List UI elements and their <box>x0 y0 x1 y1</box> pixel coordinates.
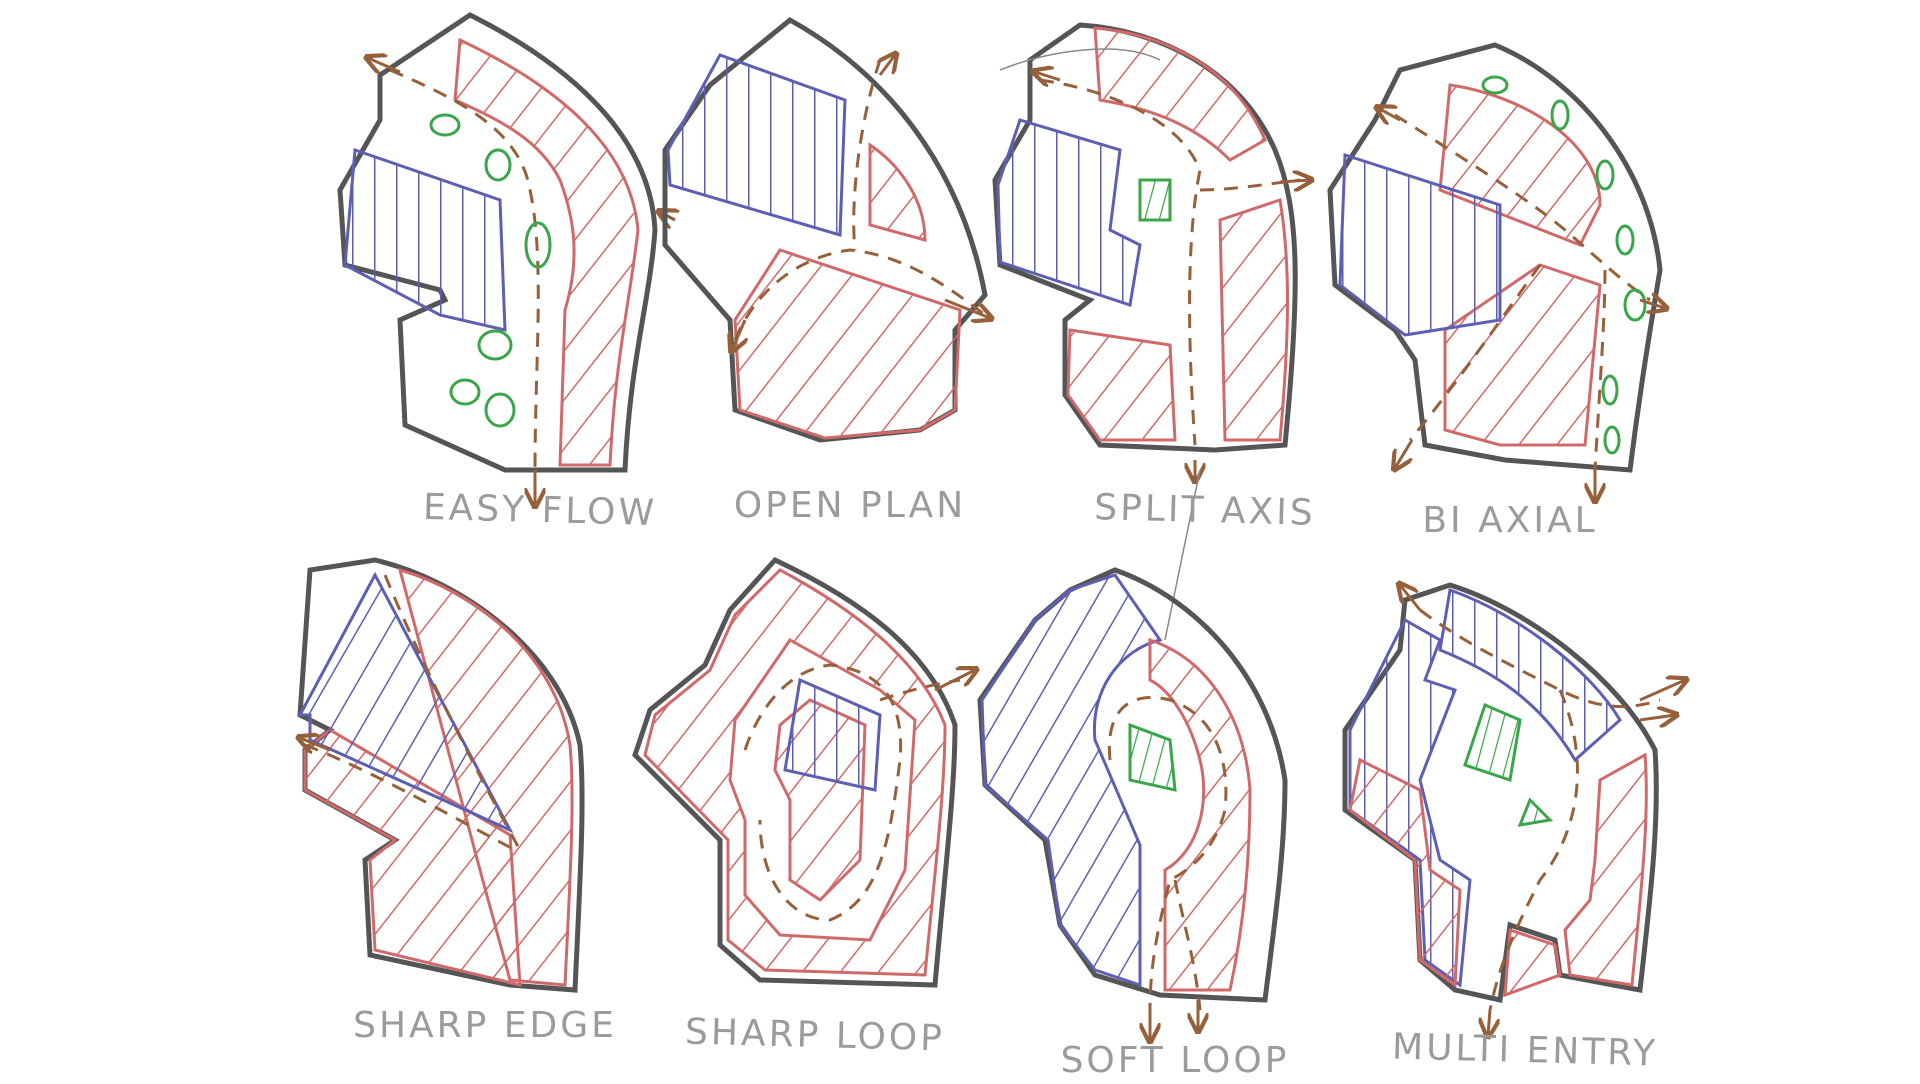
flow-path <box>389 68 540 471</box>
entry-arrow <box>944 298 990 318</box>
entry-arrow <box>1378 108 1401 120</box>
entry-arrow <box>368 58 401 72</box>
red-zone <box>1148 637 1252 992</box>
entry-arrow <box>1639 715 1675 720</box>
red-zone <box>1348 757 1462 988</box>
flow-path <box>733 248 986 341</box>
caption-open-plan: OPEN PLAN <box>733 485 967 526</box>
blue-zone <box>666 53 847 237</box>
caption-bi-axial: BI AXIAL <box>1422 500 1598 541</box>
green-tree <box>484 392 516 428</box>
entry-arrow <box>1488 1009 1490 1035</box>
red-zone <box>868 142 927 242</box>
diagram-split-axis <box>992 22 1310 641</box>
flow-path <box>304 743 516 852</box>
flow-path <box>1488 689 1579 1011</box>
blue-zone <box>343 147 507 332</box>
diagram-sharp-edge <box>297 557 585 993</box>
caption-multi-entry: MULTI ENTRY <box>1391 1026 1659 1075</box>
entry-arrow <box>1639 300 1665 308</box>
site-outline <box>337 12 658 473</box>
green-tree <box>1550 99 1570 131</box>
green-tree <box>1603 425 1621 455</box>
flow-path <box>743 663 903 922</box>
red-zone <box>1218 198 1289 442</box>
flow-path <box>1107 696 1228 1011</box>
diagram-soft-loop <box>977 567 1288 1040</box>
red-zone <box>1066 328 1177 442</box>
entry-arrow <box>880 55 895 76</box>
flow-path <box>1408 264 1542 441</box>
pencil-mark <box>999 48 1161 71</box>
green-tree <box>1601 374 1619 406</box>
diagram-sharp-loop <box>632 556 975 988</box>
caption-sharp-loop: SHARP LOOP <box>684 1011 946 1060</box>
caption-sharp-edge: SHARP EDGE <box>353 1005 617 1046</box>
flow-path <box>383 574 522 851</box>
entry-arrow <box>1279 180 1310 182</box>
green-tree <box>484 148 512 182</box>
caption-easy-flow: EASY FLOW <box>422 486 658 535</box>
red-zone <box>453 37 640 467</box>
caption-soft-loop: SOFT LOOP <box>1060 1040 1290 1081</box>
diagram-easy-flow <box>337 12 675 505</box>
diagram-bi-axial <box>1327 42 1665 500</box>
site-outline <box>662 16 988 443</box>
entry-arrow <box>934 670 975 692</box>
site-outline <box>977 567 1288 1003</box>
green-tree <box>524 221 552 269</box>
diagram-multi-entry <box>1342 582 1685 1035</box>
caption-split-axis: SPLIT AXIS <box>1093 487 1317 534</box>
flow-path <box>1199 178 1301 192</box>
red-zone <box>397 567 574 987</box>
entry-arrow <box>1035 72 1061 80</box>
diagram-open-plan <box>662 16 990 443</box>
blue-zone <box>996 118 1142 307</box>
entry-arrow <box>300 738 331 750</box>
green-tree <box>1623 288 1647 322</box>
green-tree <box>1595 159 1615 191</box>
pencil-mark <box>1164 469 1201 641</box>
entry-arrow <box>1395 439 1414 468</box>
green-tree <box>1463 702 1522 782</box>
green-tree <box>449 378 481 406</box>
flow-path <box>1593 269 1607 471</box>
red-zone <box>1093 26 1267 162</box>
flow-path <box>1394 113 1651 302</box>
entry-arrow <box>1639 680 1685 702</box>
entry-arrow <box>732 319 745 350</box>
green-tree <box>1517 797 1554 827</box>
red-zone <box>733 248 962 440</box>
blue-zone <box>297 571 514 834</box>
green-tree <box>1481 75 1509 95</box>
site-outline <box>1342 582 1659 1004</box>
green-tree <box>429 113 461 137</box>
site-outline <box>632 556 958 988</box>
blue-zone <box>1338 152 1502 337</box>
red-zone <box>1563 752 1648 987</box>
green-tree <box>477 329 513 361</box>
green-tree <box>1128 722 1177 792</box>
flow-path <box>852 59 882 251</box>
green-tree <box>1615 224 1635 256</box>
red-zone <box>1503 927 1562 998</box>
entry-arrow <box>1400 585 1422 611</box>
blue-zone <box>783 677 882 792</box>
green-tree <box>1138 178 1172 222</box>
